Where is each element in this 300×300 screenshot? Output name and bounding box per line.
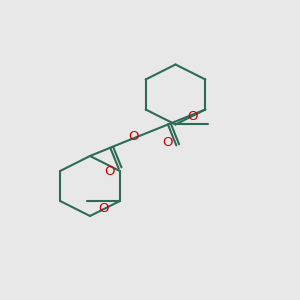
Text: O: O [98,202,109,215]
Text: O: O [162,136,172,149]
Text: O: O [187,110,197,124]
Text: O: O [104,165,115,178]
Text: O: O [128,130,139,143]
